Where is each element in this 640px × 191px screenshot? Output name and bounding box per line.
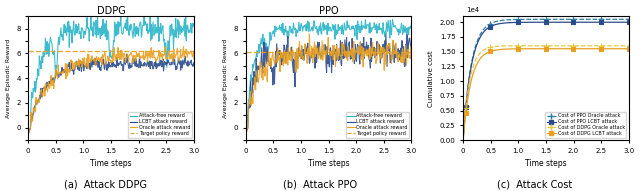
Legend: Attack-free reward, LCBT attack reward, Oracle attack reward, Target policy rewa: Attack-free reward, LCBT attack reward, … [346,112,409,138]
Cost of PPO LCBT attack [609,21,617,23]
Cost of PPO LCBT attack [561,21,568,23]
Cost of DDPG LCBT attack [558,48,566,50]
Cost of PPO LCBT attack [558,21,566,23]
Text: (b)  Attack PPO: (b) Attack PPO [283,179,357,189]
Title: PPO: PPO [319,6,339,15]
Cost of DDPG LCBT attack [609,48,617,50]
Cost of PPO Oracle attack [561,18,568,20]
Cost of DDPG Oracle attack [625,45,633,47]
Cost of DDPG LCBT attack [460,139,467,141]
Y-axis label: Cumulative cost: Cumulative cost [428,50,434,107]
Cost of PPO LCBT attack [599,21,607,23]
Cost of PPO Oracle attack [460,131,467,133]
Text: (a)  Attack DDPG: (a) Attack DDPG [64,179,147,189]
Line: Cost of DDPG Oracle attack: Cost of DDPG Oracle attack [460,43,632,143]
Cost of PPO Oracle attack [460,139,467,141]
Cost of DDPG Oracle attack [557,45,565,47]
Cost of PPO LCBT attack [557,21,565,23]
Cost of PPO Oracle attack [625,18,633,20]
Cost of PPO Oracle attack [599,18,607,20]
Cost of DDPG Oracle attack [460,139,467,141]
Cost of PPO LCBT attack [460,139,467,141]
Title: DDPG: DDPG [97,6,125,15]
Text: 1e4: 1e4 [467,7,479,13]
Cost of DDPG LCBT attack [625,48,633,50]
Line: Cost of PPO Oracle attack: Cost of PPO Oracle attack [460,16,632,143]
Cost of DDPG Oracle attack [599,45,607,47]
Cost of PPO LCBT attack [460,131,467,134]
Cost of DDPG LCBT attack [557,48,565,50]
Cost of DDPG Oracle attack [561,45,568,47]
Cost of DDPG Oracle attack [460,131,467,134]
Cost of DDPG Oracle attack [558,45,566,47]
Y-axis label: Average Episodic Reward: Average Episodic Reward [223,39,228,118]
Cost of DDPG LCBT attack [561,48,568,50]
Cost of PPO Oracle attack [609,18,617,20]
Legend: Cost of PPO Oracle attack, Cost of PPO LCBT attack, Cost of DDPG Oracle attack, : Cost of PPO Oracle attack, Cost of PPO L… [545,112,627,138]
Line: Cost of DDPG LCBT attack: Cost of DDPG LCBT attack [461,47,630,142]
X-axis label: Time steps: Time steps [90,159,132,168]
Cost of DDPG LCBT attack [460,133,467,135]
Legend: Attack-free reward, LCBT attack reward, Oracle attack reward, Target policy rewa: Attack-free reward, LCBT attack reward, … [129,112,191,138]
Cost of DDPG Oracle attack [609,45,617,47]
Cost of PPO Oracle attack [558,18,566,20]
Cost of PPO LCBT attack [625,21,633,23]
X-axis label: Time steps: Time steps [525,159,567,168]
Cost of DDPG LCBT attack [599,48,607,50]
X-axis label: Time steps: Time steps [308,159,349,168]
Cost of PPO Oracle attack [557,18,565,20]
Text: (c)  Attack Cost: (c) Attack Cost [497,179,572,189]
Line: Cost of PPO LCBT attack: Cost of PPO LCBT attack [461,20,630,142]
Y-axis label: Average Episodic Reward: Average Episodic Reward [6,39,10,118]
